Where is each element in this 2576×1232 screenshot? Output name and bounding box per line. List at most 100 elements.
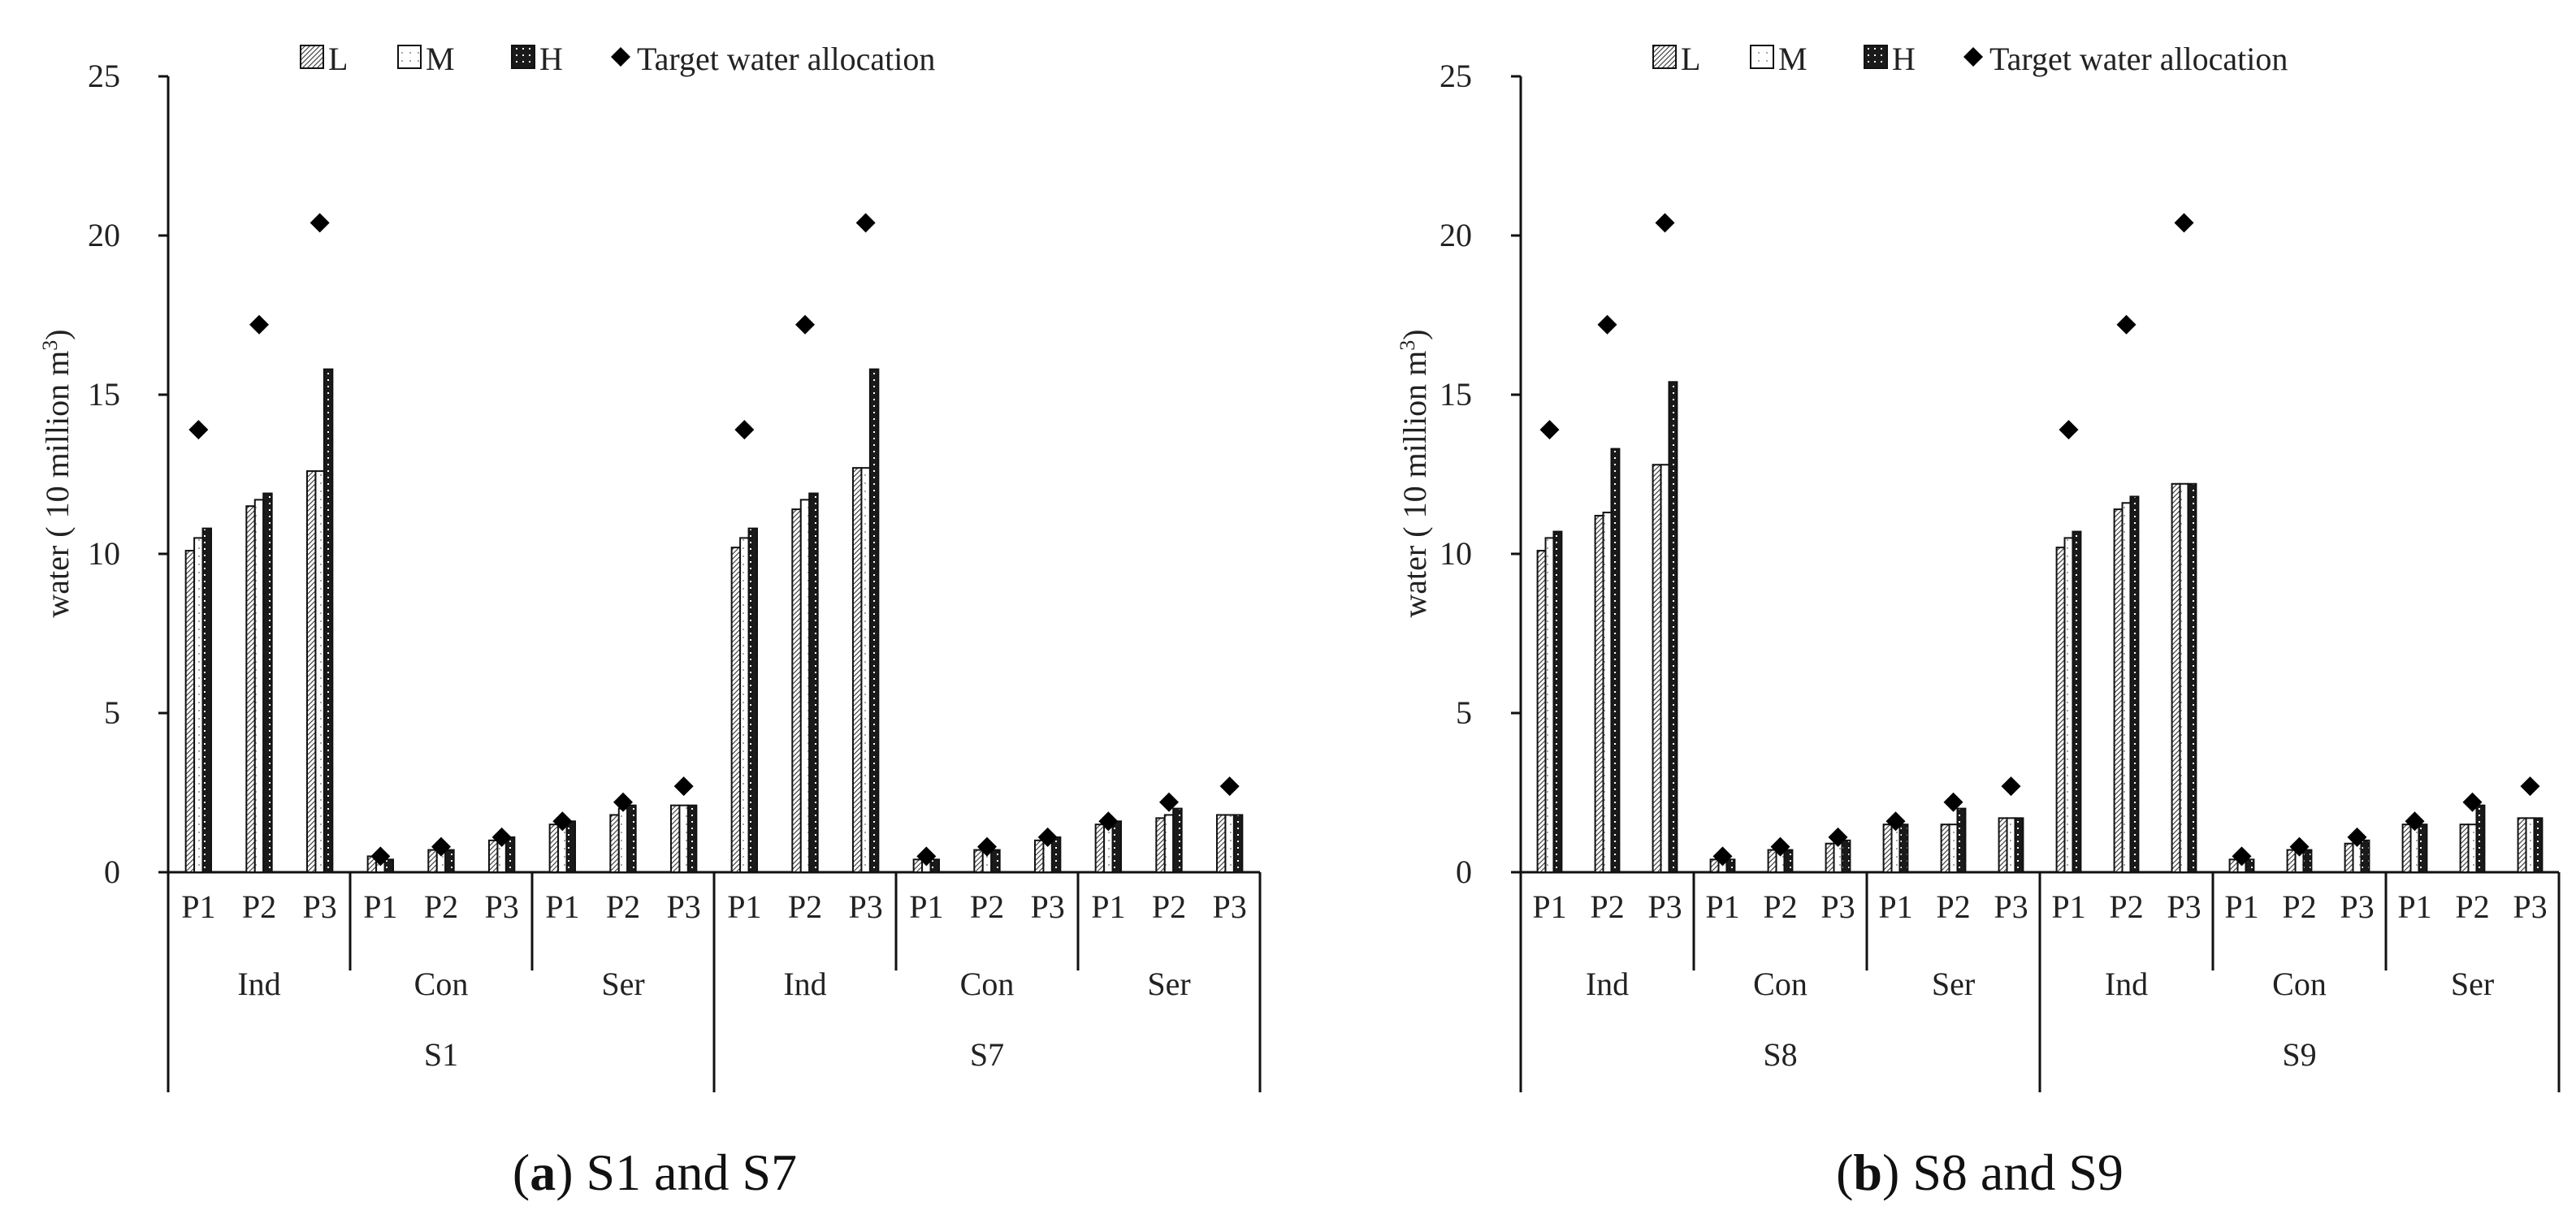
bar-M (678, 804, 689, 873)
bar-L (2055, 547, 2066, 873)
sector-label: Ser (1147, 966, 1190, 1002)
legend-label: Target water allocation (637, 41, 935, 77)
bar-M (799, 499, 811, 873)
y-tick-label: 0 (1456, 854, 1472, 890)
bar-H (262, 492, 273, 874)
period-label: P2 (2282, 888, 2316, 925)
y-tick-label: 10 (1440, 535, 1472, 572)
bar-L (2459, 823, 2470, 874)
bar-L (973, 849, 984, 874)
target-marker (977, 836, 997, 857)
bar-M (2121, 502, 2132, 874)
bar-L (609, 814, 620, 873)
bar-H (808, 492, 819, 874)
bar-L (1825, 842, 1835, 873)
y-tick-label: 20 (88, 217, 120, 253)
period-label: P1 (2051, 888, 2085, 925)
period-label: P3 (303, 888, 337, 925)
bar-H (2360, 839, 2370, 874)
bar-M (860, 467, 871, 873)
period-label: P3 (1031, 888, 1065, 925)
chart-a-axes: 0 5 10 15 20 25 (88, 58, 1262, 1092)
bar-H (1172, 807, 1183, 873)
bar-H (323, 368, 334, 873)
period-label: P3 (667, 888, 701, 925)
target-marker (1770, 836, 1790, 857)
period-label: P1 (909, 888, 943, 925)
period-label: P3 (1821, 888, 1855, 925)
period-label: P1 (727, 888, 761, 925)
legend-swatch-H (1864, 45, 1888, 69)
bar-L (2517, 817, 2527, 873)
period-label: P2 (1936, 888, 1970, 925)
bar-H (929, 858, 941, 873)
bar-H (504, 836, 516, 874)
target-marker (1037, 827, 1058, 847)
bar-L (2113, 508, 2124, 873)
bar-L (548, 823, 560, 874)
bar-M (1660, 464, 1670, 873)
target-marker (613, 792, 633, 812)
chart-b-ylabel: water ( 10 million m3) (1396, 329, 1433, 617)
target-marker (1828, 827, 1848, 847)
bar-L (2171, 482, 2181, 873)
period-label: P1 (1705, 888, 1739, 925)
y-tick-label: 5 (104, 694, 120, 731)
chart-b-axes: 0 5 10 15 20 25 (1440, 58, 2561, 1092)
period-label: P1 (1878, 888, 1912, 925)
bar-M (2006, 817, 2016, 873)
period-label: P3 (2340, 888, 2374, 925)
period-label: P1 (1091, 888, 1125, 925)
chart-b-category-labels: P1 P2 P3 Ind P1 P2 P3 Con P1 P2 P3 Ser S8 P1 P2 P3 Ind P1… (1532, 888, 2547, 1073)
bar-H (1610, 447, 1621, 873)
target-marker (431, 836, 451, 857)
chart-b-legend: L M H Target water allocation (1652, 41, 2288, 77)
period-label: P3 (1647, 888, 1682, 925)
y-tick-label: 20 (1440, 217, 1472, 253)
scenario-label: S7 (970, 1036, 1004, 1073)
bar-L (1155, 817, 1166, 873)
bar-H (1050, 836, 1062, 874)
bar-L (1594, 514, 1604, 874)
legend-label: L (1681, 41, 1700, 77)
bar-L (1652, 464, 1662, 873)
target-marker (1885, 811, 1906, 832)
target-marker (855, 213, 876, 233)
target-marker (2405, 811, 2425, 832)
chart-a-target-markers (188, 213, 1240, 867)
target-marker (370, 846, 391, 867)
period-label: P2 (970, 888, 1004, 925)
chart-a-category-labels: P1 P2 P3 Ind P1 P2 P3 Con P1 P2 P3 Ser S1 P1 P2 P3 Ind P1… (181, 888, 1247, 1073)
period-label: P3 (485, 888, 519, 925)
period-label: P1 (2224, 888, 2258, 925)
bar-H (1111, 820, 1123, 874)
sector-label: Con (2272, 966, 2327, 1002)
period-label: P3 (1994, 888, 2028, 925)
period-label: P3 (1213, 888, 1247, 925)
target-marker (1655, 213, 1675, 233)
target-marker (2232, 846, 2252, 867)
y-tick-label: 15 (88, 376, 120, 413)
chart-panel-b: 0 5 10 15 20 25 P1 P2 P3 Ind P1 P2 P3 Con P1 P2 P3 Ser S8… (1396, 41, 2561, 1092)
bar-M (617, 807, 629, 873)
period-label: P1 (181, 888, 215, 925)
legend-label: L (328, 41, 348, 77)
period-label: P3 (2513, 888, 2547, 925)
target-marker (1943, 792, 1963, 812)
period-label: P2 (1152, 888, 1186, 925)
bar-L (1882, 823, 1893, 874)
sector-label: Ind (2105, 966, 2148, 1002)
caption-b: (b) S8 and S9 (1836, 1143, 2124, 1201)
target-marker (734, 420, 755, 440)
legend-label: Target water allocation (1989, 41, 2288, 77)
target-marker (188, 420, 209, 440)
y-tick-label: 10 (88, 535, 120, 572)
caption-a: (a) S1 and S7 (513, 1143, 797, 1201)
bar-H (1841, 839, 1851, 874)
sector-label: Con (414, 966, 469, 1002)
period-label: P1 (363, 888, 397, 925)
y-tick-label: 0 (104, 854, 120, 890)
period-label: P2 (2455, 888, 2489, 925)
legend-swatch-L (300, 45, 324, 69)
bar-L (2344, 842, 2354, 873)
